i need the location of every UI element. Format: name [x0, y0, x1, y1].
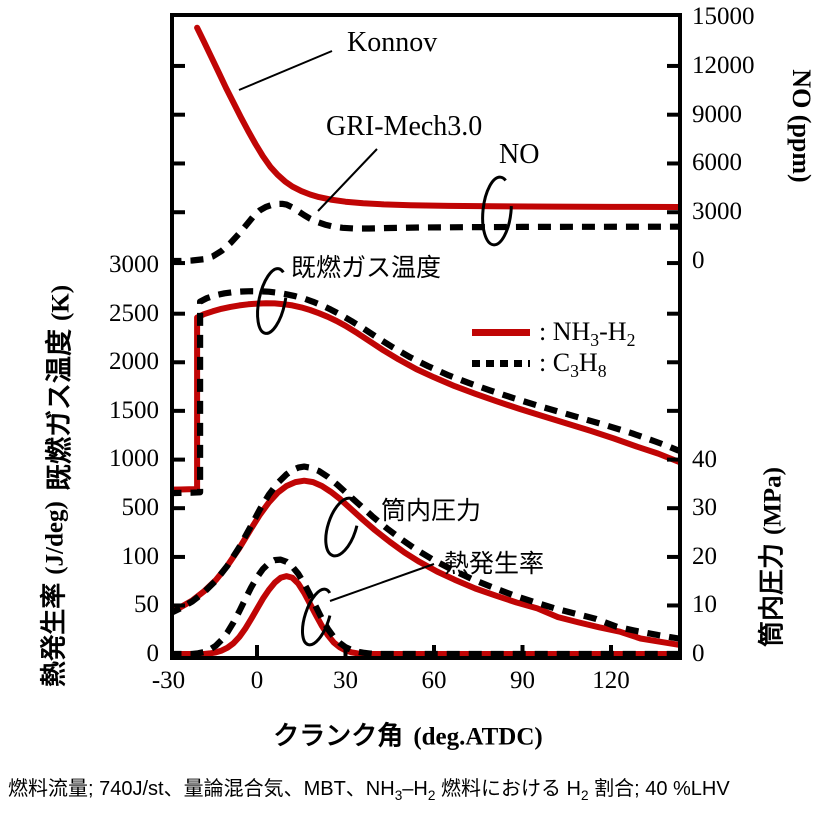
pressure-tick-label: 0 — [692, 640, 705, 667]
pressure-loop-marker — [324, 496, 360, 558]
series-hrr-nh3h2 — [171, 573, 681, 657]
hrr-tick-label: 0 — [146, 640, 160, 667]
pressure-axis-title-unit: (MPa) — [759, 466, 787, 536]
x-tick-label: 60 — [421, 667, 447, 694]
pressure-tick-label: 30 — [692, 494, 717, 522]
cylinder-pressure-annotation: 筒内圧力 — [381, 497, 482, 525]
no-tick-label: 6000 — [692, 149, 742, 177]
temp-tick-label: 2000 — [109, 348, 159, 376]
temp-axis-title-unit: (K) — [47, 284, 75, 322]
x-tick-label: 120 — [592, 667, 630, 694]
series-pressure-c3h8 — [171, 463, 680, 642]
hrr-axis-title: 熱発生率 (J/deg) — [34, 501, 71, 687]
no-tick-label: 9000 — [692, 100, 742, 128]
hrr-leader-line — [329, 563, 435, 602]
pressure-tick-label: 40 — [692, 445, 717, 473]
hrr-tick-label: 50 — [134, 591, 159, 619]
no-annotation: NO — [499, 139, 540, 170]
legend-c3h8-label: : C3H8 — [539, 348, 607, 382]
konnov-annotation: Konnov — [347, 27, 438, 58]
burned-gas-temp-loop-marker — [256, 267, 288, 335]
series-no-nh3h2 — [194, 24, 681, 210]
pressure-axis-title: 筒内圧力 (MPa) — [752, 467, 789, 647]
hrr-tick-label: 100 — [121, 542, 160, 570]
plot-frame — [170, 13, 682, 660]
gri-mech-annotation: GRI-Mech3.0 — [326, 111, 483, 142]
series-temp-nh3h2 — [171, 300, 681, 493]
pressure-axis-title-jp: 筒内圧力 — [756, 543, 787, 648]
legend-dashed-line-swatch — [472, 360, 530, 367]
temp-tick-label: 500 — [121, 494, 160, 521]
x-tick-label: -30 — [151, 667, 186, 694]
pressure-tick-label: 10 — [692, 591, 717, 619]
x-axis-title-jp: クランク角 — [273, 720, 404, 751]
temp-tick-label: 2500 — [109, 299, 159, 327]
x-axis-title: クランク角 (deg.ATDC) — [273, 716, 542, 753]
x-tick-label: 30 — [333, 667, 358, 694]
series-no-c3h8 — [171, 200, 679, 265]
gri-mech-leader-line — [317, 148, 378, 212]
no-tick-label: 12000 — [692, 51, 755, 79]
konnov-leader-line — [238, 50, 333, 91]
legend-solid-line-swatch — [472, 329, 530, 336]
tick-marks — [174, 63, 678, 656]
hrr-axis-title-jp: 熱発生率 — [38, 582, 69, 687]
no-axis-title: NO (ppm) — [787, 69, 816, 183]
x-axis-title-unit: (deg.ATDC) — [413, 723, 543, 751]
series-temp-c3h8 — [171, 288, 681, 497]
no-loop-marker — [481, 175, 513, 247]
series-hrr-c3h8 — [171, 556, 679, 658]
hrr-axis-title-unit: (J/deg) — [41, 501, 69, 575]
heat-release-rate-annotation: 熱発生率 — [444, 550, 545, 578]
temp-tick-label: 1000 — [109, 445, 159, 473]
x-tick-label: 0 — [250, 667, 264, 694]
burned-gas-temp-annotation: 既燃ガス温度 — [291, 254, 442, 282]
no-tick-label: 15000 — [692, 3, 755, 31]
temp-axis-title: 既燃ガス温度 (K) — [38, 285, 77, 491]
no-tick-label: 3000 — [692, 198, 742, 226]
curves — [171, 24, 681, 658]
no-tick-label: 0 — [692, 247, 705, 274]
x-tick-label: 90 — [510, 667, 535, 694]
temp-axis-title-jp: 既燃ガス温度 — [44, 329, 75, 492]
temp-tick-label: 3000 — [109, 251, 159, 279]
figure-caption: 燃料流量; 740J/st、量論混合気、MBT、NH3–H2 燃料における H2… — [8, 778, 730, 803]
legend-nh3h2-label: : NH3-H2 — [539, 317, 636, 351]
pressure-tick-label: 20 — [692, 542, 717, 570]
hrr-loop-marker — [300, 587, 334, 647]
temp-tick-label: 1500 — [109, 396, 159, 424]
